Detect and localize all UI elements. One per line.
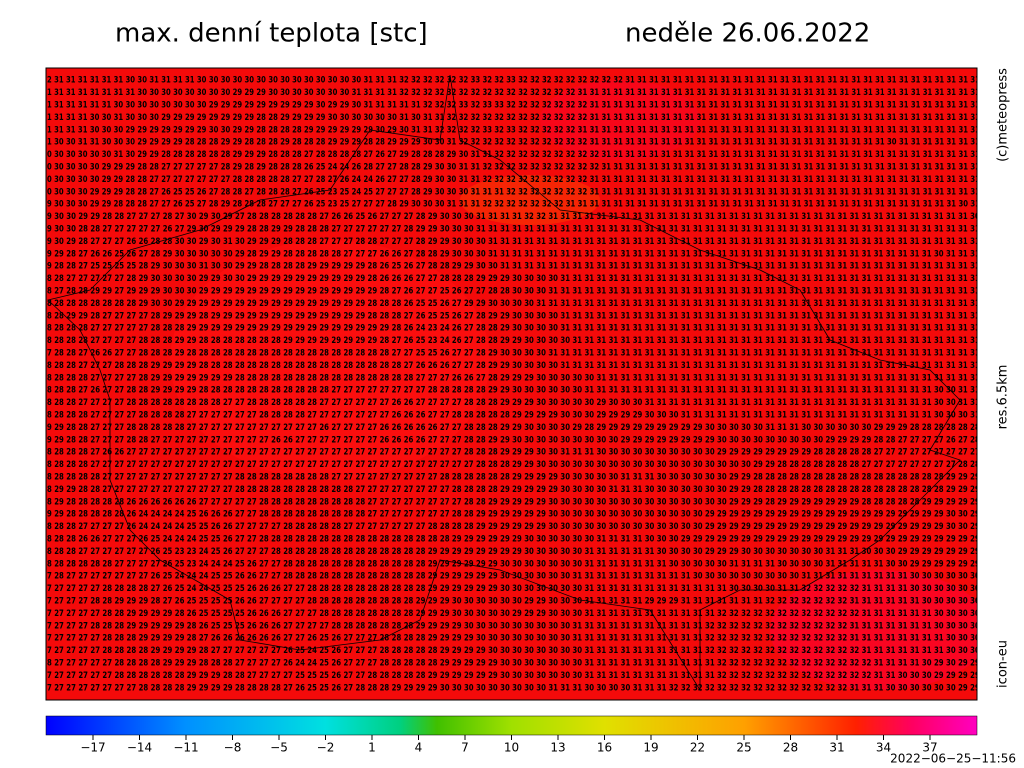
map-title: max. denní teplota [stc] bbox=[115, 19, 428, 49]
value-row: 8 28 28 28 27 26 26 27 27 27 27 27 27 27… bbox=[47, 448, 987, 458]
value-row: 7 28 27 27 27 27 27 27 27 26 25 24 24 24… bbox=[47, 572, 987, 582]
colorbar-tick-label: 25 bbox=[736, 741, 751, 755]
timestamp: 2022−06−25−11:56 bbox=[890, 752, 1016, 766]
shading bbox=[170, 80, 977, 690]
value-row: 9 30 29 28 27 27 27 26 26 28 28 30 30 29… bbox=[47, 237, 987, 247]
value-row: 0 30 30 30 30 30 31 30 29 29 28 28 28 28… bbox=[47, 150, 987, 160]
value-row: 8 28 28 28 27 27 27 27 27 27 27 27 27 27… bbox=[47, 460, 987, 470]
value-row: 7 28 28 27 26 26 27 27 28 28 28 29 28 28… bbox=[47, 349, 987, 359]
colorbar-tick-label: 1 bbox=[368, 741, 376, 755]
value-row: 1 31 31 31 30 30 31 30 30 30 29 29 29 29… bbox=[47, 113, 987, 123]
value-row: 7 27 27 27 28 28 28 29 29 29 29 29 28 26… bbox=[47, 621, 987, 631]
value-row: 7 27 27 27 28 28 29 29 29 28 27 26 25 25… bbox=[47, 597, 987, 607]
value-row: 8 28 29 29 28 27 27 27 27 28 29 29 29 28… bbox=[47, 311, 987, 321]
value-row: 8 28 28 28 28 28 27 27 27 27 26 25 23 24… bbox=[47, 559, 987, 569]
colorbar-tick-label: 28 bbox=[783, 741, 798, 755]
value-row: 9 29 28 27 26 26 25 26 27 28 29 30 30 30… bbox=[47, 249, 987, 259]
side-label: icon-eu bbox=[996, 640, 1011, 688]
colorbar-tick-label: 16 bbox=[597, 741, 612, 755]
value-row: 0 30 30 30 30 29 29 29 28 28 27 27 27 27… bbox=[47, 163, 987, 173]
value-row: 7 27 27 27 27 28 28 28 28 29 29 29 29 28… bbox=[47, 646, 987, 656]
value-row: 9 30 30 29 29 28 28 27 27 27 28 27 30 29… bbox=[47, 212, 987, 222]
value-row: 7 27 27 27 27 28 28 28 28 27 26 25 24 24… bbox=[47, 584, 987, 594]
side-label: res.6.5km bbox=[996, 365, 1011, 430]
colorbar-tick-label: −2 bbox=[317, 741, 335, 755]
value-row: 1 31 31 31 30 30 30 29 29 29 29 29 29 29… bbox=[47, 125, 987, 135]
value-row: 9 29 28 28 27 27 27 28 28 27 27 27 27 27… bbox=[47, 435, 987, 445]
colorbar-tick-label: 22 bbox=[690, 741, 705, 755]
value-row: 8 27 28 28 29 29 27 29 29 29 30 30 30 29… bbox=[47, 287, 987, 297]
value-row: 8 28 28 26 26 27 27 27 26 25 24 24 24 25… bbox=[47, 535, 987, 545]
value-row: 8 28 28 27 27 27 27 27 27 26 25 23 23 24… bbox=[47, 547, 987, 557]
colorbar-tick-label: 7 bbox=[461, 741, 469, 755]
value-grid: 2 31 31 31 31 31 31 30 30 31 31 31 31 30… bbox=[47, 76, 987, 694]
value-row: 1 31 31 31 31 31 30 30 30 30 30 30 30 30… bbox=[47, 101, 987, 111]
colorbar-tick-label: 10 bbox=[504, 741, 519, 755]
colorbar-tick-label: −14 bbox=[127, 741, 152, 755]
colorbar-tick-label: −5 bbox=[270, 741, 288, 755]
value-row: 8 29 28 28 28 28 28 26 26 26 26 26 26 27… bbox=[47, 497, 987, 507]
value-row: 0 30 30 30 29 29 29 28 28 27 26 25 25 26… bbox=[47, 187, 987, 197]
value-row: 8 28 28 28 28 28 28 28 29 30 30 29 29 29… bbox=[47, 299, 987, 309]
value-row: 7 27 27 27 27 28 28 28 29 29 29 29 28 27… bbox=[47, 634, 987, 644]
value-row: 8 28 28 28 28 27 27 27 27 27 27 27 27 27… bbox=[47, 473, 987, 483]
value-row: 9 30 30 28 28 27 27 27 27 27 26 27 29 30… bbox=[47, 225, 987, 235]
value-row: 8 28 28 28 27 27 27 27 27 28 28 28 29 29… bbox=[47, 324, 987, 334]
value-row: 8 28 28 27 27 27 27 26 24 24 24 24 25 25… bbox=[47, 522, 987, 532]
side-label: (c)meteopress bbox=[996, 68, 1011, 162]
colorbar-tick-label: −11 bbox=[173, 741, 198, 755]
value-row: 9 28 28 27 25 25 25 25 28 29 30 30 30 31… bbox=[47, 262, 987, 272]
value-row: 7 27 27 27 27 27 28 28 28 28 28 28 29 29… bbox=[47, 671, 987, 681]
value-row: 8 29 29 28 28 27 27 27 27 27 27 27 27 27… bbox=[47, 485, 987, 495]
value-row: 8 28 28 28 27 27 27 27 28 28 28 28 27 27… bbox=[47, 411, 987, 421]
value-row: 9 30 30 30 29 29 28 28 28 27 27 26 25 27… bbox=[47, 200, 987, 210]
value-row: 2 31 31 31 31 31 31 30 30 31 31 31 31 30… bbox=[47, 76, 987, 86]
colorbar-tick-label: 34 bbox=[876, 741, 891, 755]
colorbar-tick-label: 19 bbox=[643, 741, 658, 755]
value-row: 1 30 30 31 31 30 30 30 29 29 29 29 28 28… bbox=[47, 138, 987, 148]
value-row: 8 28 27 27 27 27 27 28 29 30 30 30 30 29… bbox=[47, 274, 987, 284]
colorbar-ticks: −17 −14 −11 −8 −5 −2 1 4 7 10 13 16 19 22 25 28 31 34 37 bbox=[80, 735, 938, 755]
value-row: 1 31 31 31 31 31 31 31 30 30 30 30 30 30… bbox=[47, 88, 987, 98]
value-row: 8 28 28 27 27 27 27 28 28 28 28 28 28 28… bbox=[47, 398, 987, 408]
value-row: 9 29 28 28 27 27 27 28 28 28 28 28 27 27… bbox=[47, 423, 987, 433]
colorbar bbox=[45, 715, 978, 736]
colorbar-tick-label: 13 bbox=[550, 741, 565, 755]
colorbar-tick-label: −17 bbox=[80, 741, 105, 755]
value-row: 8 27 27 27 27 27 28 28 28 28 29 29 29 28… bbox=[47, 659, 987, 669]
value-row: 9 29 28 28 28 28 28 26 24 24 24 24 25 26… bbox=[47, 510, 987, 520]
colorbar-tick-label: 37 bbox=[922, 741, 937, 755]
value-row: 0 30 30 30 30 29 29 28 28 27 27 27 27 27… bbox=[47, 175, 987, 185]
colorbar-tick-label: 31 bbox=[829, 741, 844, 755]
value-row: 7 27 27 27 27 28 28 29 29 29 29 28 26 25… bbox=[47, 609, 987, 619]
value-row: 8 28 28 28 27 27 27 27 28 29 29 29 29 29… bbox=[47, 373, 987, 383]
value-row: 8 28 28 28 27 27 27 27 28 28 28 29 29 28… bbox=[47, 336, 987, 346]
value-row: 8 28 28 27 26 27 27 28 28 29 29 29 29 28… bbox=[47, 386, 987, 396]
colorbar-tick-label: −8 bbox=[224, 741, 242, 755]
value-row: 8 28 28 27 27 27 28 28 28 29 29 29 29 28… bbox=[47, 361, 987, 371]
border-line bbox=[47, 74, 961, 692]
colorbar-tick-label: 4 bbox=[415, 741, 423, 755]
value-row: 7 27 27 27 27 27 27 27 28 28 28 28 29 29… bbox=[47, 683, 987, 693]
map-date: neděle 26.06.2022 bbox=[625, 19, 870, 49]
